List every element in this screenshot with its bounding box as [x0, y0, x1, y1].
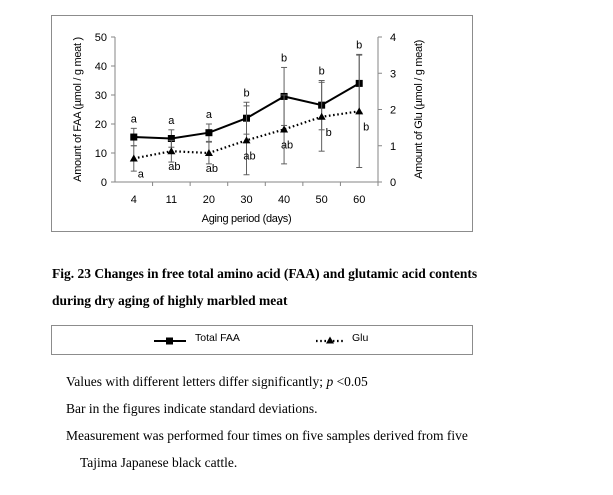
glu-point	[317, 112, 326, 120]
x-tick-label: 40	[278, 194, 290, 206]
total-faa-point	[167, 135, 175, 142]
significance-letter: b	[319, 66, 325, 78]
significance-letter: b	[326, 127, 332, 139]
legend-total-faa-label: Total FAA	[195, 332, 240, 344]
total-faa-point	[205, 129, 213, 137]
x-tick-label: 60	[353, 194, 365, 206]
total-faa-point	[130, 133, 138, 141]
left-y-tick-label: 20	[95, 119, 107, 131]
left-y-tick-label: 10	[95, 148, 107, 160]
note-p-symbol: p	[326, 374, 334, 389]
glu-point	[129, 154, 138, 162]
significance-letter: ab	[168, 161, 180, 173]
legend-total-faa-marker	[166, 337, 173, 345]
glu-point	[204, 149, 213, 156]
right-y-tick-label: 2	[390, 105, 396, 117]
significance-letter: b	[281, 52, 287, 64]
left-y-tick-label: 50	[95, 32, 107, 44]
significance-letter: ab	[281, 139, 293, 151]
legend: Total FAA Glu	[51, 325, 473, 355]
legend-glu-label: Glu	[352, 332, 369, 344]
significance-letter: a	[138, 168, 145, 180]
note-measurement: Measurement was performed four times on …	[66, 428, 468, 443]
chart: 0 10 20 30 40 50 0 1 2 3 4 4 11 20 30 40 50 60 Aging perio…	[72, 32, 425, 225]
glu-point	[280, 125, 289, 133]
significance-letter: ab	[206, 163, 218, 175]
figure-caption-line-2: during dry aging of highly marbled meat	[52, 293, 288, 308]
right-y-tick-label: 4	[390, 32, 396, 44]
right-y-axis-title: Amount of Glu (µmol / g meat)	[413, 40, 425, 179]
x-tick-label: 30	[240, 194, 252, 206]
x-tick-label: 4	[131, 194, 137, 206]
left-y-tick-label: 40	[95, 61, 107, 73]
left-y-tick-label: 0	[101, 177, 107, 189]
significance-letter: b	[356, 39, 362, 51]
right-y-tick-label: 0	[390, 177, 396, 189]
figure-caption-line-1: Fig. 23 Changes in free total amino acid…	[52, 266, 478, 281]
significance-letter: a	[206, 109, 213, 121]
x-tick-label: 11	[166, 194, 177, 206]
glu-point	[355, 107, 364, 115]
significance-letter: a	[131, 113, 138, 125]
chart-frame: 0 10 20 30 40 50 0 1 2 3 4 4 11 20 30 40 50 60 Aging perio…	[51, 15, 473, 232]
x-axis-title: Aging period (days)	[202, 213, 292, 225]
x-tick-label: 50	[316, 194, 328, 206]
left-y-tick-label: 30	[95, 90, 107, 102]
x-tick-label: 20	[203, 194, 215, 206]
significance-letter: ab	[243, 150, 255, 162]
right-y-tick-label: 3	[390, 68, 396, 80]
significance-letter: b	[363, 121, 369, 133]
significance-letter: a	[168, 115, 175, 127]
glu-point	[242, 136, 251, 144]
right-y-tick-label: 1	[390, 141, 396, 153]
note-cattle: Tajima Japanese black cattle.	[80, 455, 238, 470]
glu-point	[167, 147, 176, 155]
note-significance-text: Values with different letters differ sig…	[66, 374, 327, 389]
note-p-threshold: <0.05	[333, 374, 368, 389]
legend-glu-marker	[326, 336, 334, 344]
note-significance: Values with different letters differ sig…	[66, 374, 368, 390]
left-y-axis-title: Amount of FAA (µmol / g meat )	[72, 37, 84, 182]
note-error-bars: Bar in the figures indicate standard dev…	[66, 401, 318, 416]
significance-letter: b	[243, 87, 249, 99]
